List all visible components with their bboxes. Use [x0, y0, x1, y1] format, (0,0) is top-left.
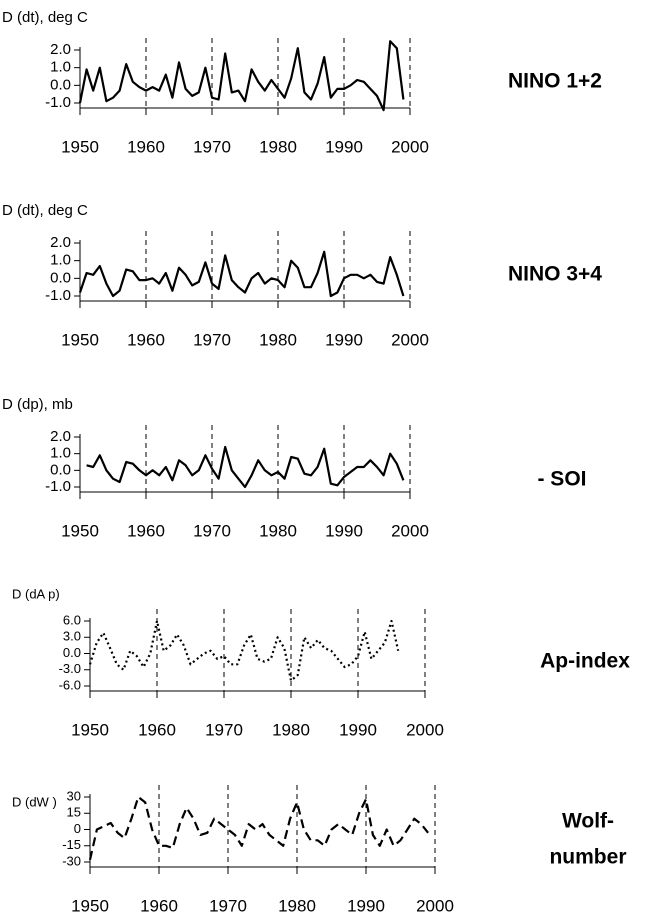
x-tick-label: 1960	[127, 330, 165, 349]
x-tick-label: 1990	[325, 137, 363, 156]
data-line	[88, 619, 400, 682]
x-tick-label: 1960	[140, 896, 178, 915]
y-tick-label: -30	[62, 853, 81, 868]
x-tick-label: 1980	[259, 137, 297, 156]
y-tick-label: 0.0	[50, 76, 71, 93]
y-axis-label: D (dW )	[12, 794, 57, 809]
data-line	[88, 795, 429, 861]
y-tick-label: 30	[67, 788, 81, 803]
y-tick-label: -1.0	[45, 94, 71, 111]
x-tick-label: 1950	[61, 137, 99, 156]
x-tick-label: 1980	[272, 720, 310, 739]
data-line	[78, 250, 405, 298]
x-tick-label: 2000	[391, 137, 429, 156]
x-tick-label: 1980	[259, 330, 297, 349]
y-tick-label: 0.0	[50, 461, 71, 478]
x-tick-label: 1980	[259, 521, 297, 540]
side-label: NINO 1+2	[508, 70, 602, 93]
x-tick-label: 1960	[127, 521, 165, 540]
y-tick-label: -6.0	[59, 677, 81, 692]
data-line	[86, 445, 405, 489]
x-tick-label: 1990	[325, 521, 363, 540]
y-tick-label: 15	[67, 805, 81, 820]
x-tick-label: 1990	[325, 330, 363, 349]
x-tick-label: 1970	[193, 330, 231, 349]
y-tick-label: 0.0	[50, 269, 71, 286]
x-tick-label: 1970	[209, 896, 247, 915]
y-tick-label: 0.0	[63, 645, 81, 660]
y-tick-label: 1.0	[50, 59, 71, 76]
y-tick-label: 2.0	[50, 234, 71, 251]
x-tick-label: 1970	[193, 521, 231, 540]
y-tick-label: -1.0	[45, 287, 71, 304]
side-label: Wolf-	[562, 810, 614, 833]
x-tick-label: 1950	[71, 720, 109, 739]
x-tick-label: 1960	[138, 720, 176, 739]
y-tick-label: 6.0	[63, 612, 81, 627]
y-tick-label: 2.0	[50, 428, 71, 445]
x-tick-label: 1990	[347, 896, 385, 915]
data-line	[78, 40, 405, 112]
x-tick-label: 1950	[71, 896, 109, 915]
y-tick-label: 3.0	[63, 629, 81, 644]
side-label: NINO 3+4	[508, 263, 602, 286]
side-label: number	[549, 846, 626, 869]
y-tick-label: 0	[74, 821, 81, 836]
y-tick-label: -3.0	[59, 661, 81, 676]
y-tick-label: -1.0	[45, 478, 71, 495]
x-tick-label: 1950	[61, 521, 99, 540]
y-tick-label: -15	[62, 837, 81, 852]
x-tick-label: 1970	[205, 720, 243, 739]
y-axis-label: D (dA p)	[12, 586, 60, 601]
y-axis-label: D (dp), mb	[2, 396, 73, 413]
x-tick-label: 2000	[391, 330, 429, 349]
y-tick-label: 1.0	[50, 445, 71, 462]
side-label: - SOI	[537, 468, 586, 491]
y-tick-label: 1.0	[50, 252, 71, 269]
x-tick-label: 2000	[416, 896, 454, 915]
x-tick-label: 1960	[127, 137, 165, 156]
x-tick-label: 1990	[339, 720, 377, 739]
y-tick-label: 2.0	[50, 41, 71, 58]
side-label: Ap-index	[540, 650, 630, 673]
x-tick-label: 1950	[61, 330, 99, 349]
x-tick-label: 2000	[391, 521, 429, 540]
x-tick-label: 1980	[278, 896, 316, 915]
x-tick-label: 2000	[406, 720, 444, 739]
x-tick-label: 1970	[193, 137, 231, 156]
y-axis-label: D (dt), deg C	[2, 9, 88, 26]
y-axis-label: D (dt), deg C	[2, 202, 88, 219]
